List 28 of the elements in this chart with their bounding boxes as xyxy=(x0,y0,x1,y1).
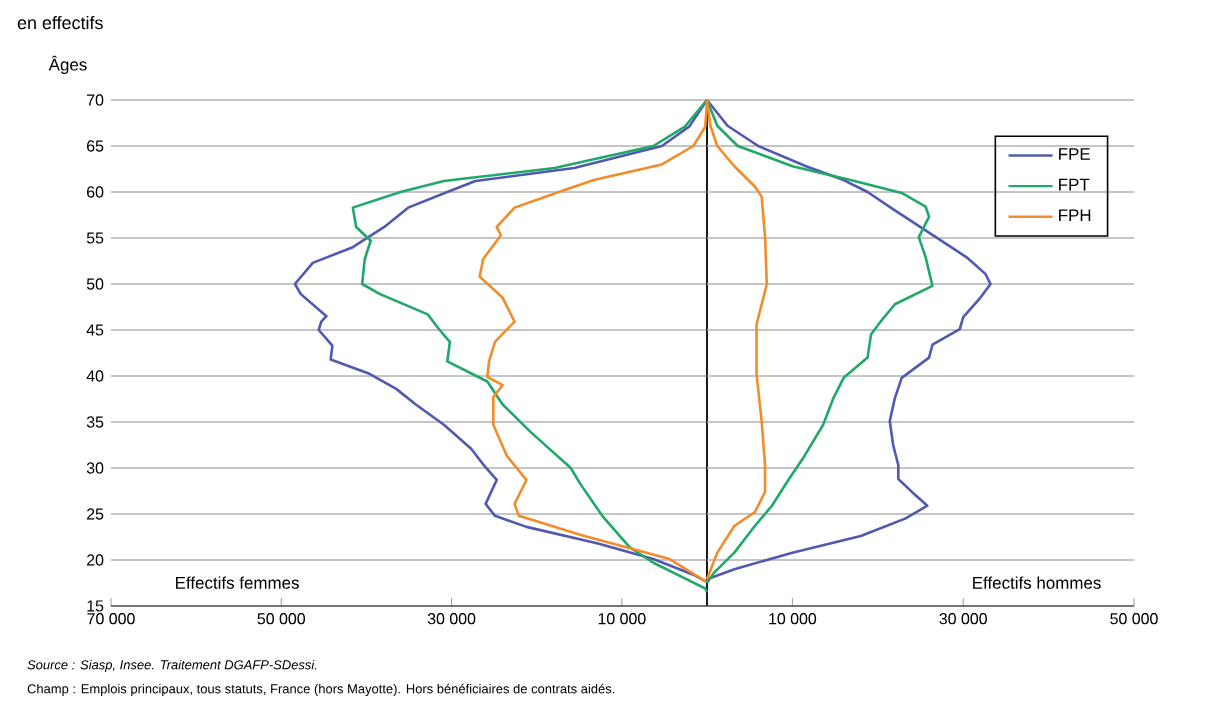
source-note: Source : Siasp, Insee. Traitement DGAFP-SDessi. xyxy=(27,659,317,672)
y-tick-label: 15 xyxy=(87,600,104,612)
x-tick-label: 30 000 xyxy=(939,613,987,625)
annotation: Effectifs femmes xyxy=(176,576,299,589)
x-tick-label: 10 000 xyxy=(769,613,817,625)
y-tick-label: 55 xyxy=(86,232,104,244)
y-axis-title: Âges xyxy=(48,55,87,74)
x-tick-label: 10 000 xyxy=(598,613,646,625)
y-tick-label: 25 xyxy=(87,508,104,520)
y-tick-label: 30 xyxy=(86,462,104,474)
x-tick-label: 70 000 xyxy=(87,613,135,625)
x-tick-label: 30 000 xyxy=(427,613,476,625)
y-tick-label: 60 xyxy=(87,186,104,198)
annotation: Effectifs hommes xyxy=(973,576,1101,589)
y-tick-label: 45 xyxy=(86,324,104,336)
y-tick-label: 50 xyxy=(86,278,104,290)
y-tick-label: 20 xyxy=(87,554,104,566)
x-tick-label: 50 000 xyxy=(1110,613,1158,625)
y-tick-label: 40 xyxy=(86,370,104,382)
y-tick-label: 70 xyxy=(87,94,104,106)
y-tick-label: 65 xyxy=(87,140,104,152)
chart-title: en effectifs xyxy=(17,16,103,30)
legend-label: FPT xyxy=(1059,178,1090,191)
legend-label: FPE xyxy=(1059,148,1090,160)
legend-label: FPH xyxy=(1059,209,1091,222)
text: Champ : Emplois principaux, tous statuts, France (hors Mayotte). Hors bénéficiaires de contrats aidés. xyxy=(27,683,615,696)
x-tick-label: 50 000 xyxy=(257,613,306,625)
y-tick-label: 35 xyxy=(86,416,104,428)
